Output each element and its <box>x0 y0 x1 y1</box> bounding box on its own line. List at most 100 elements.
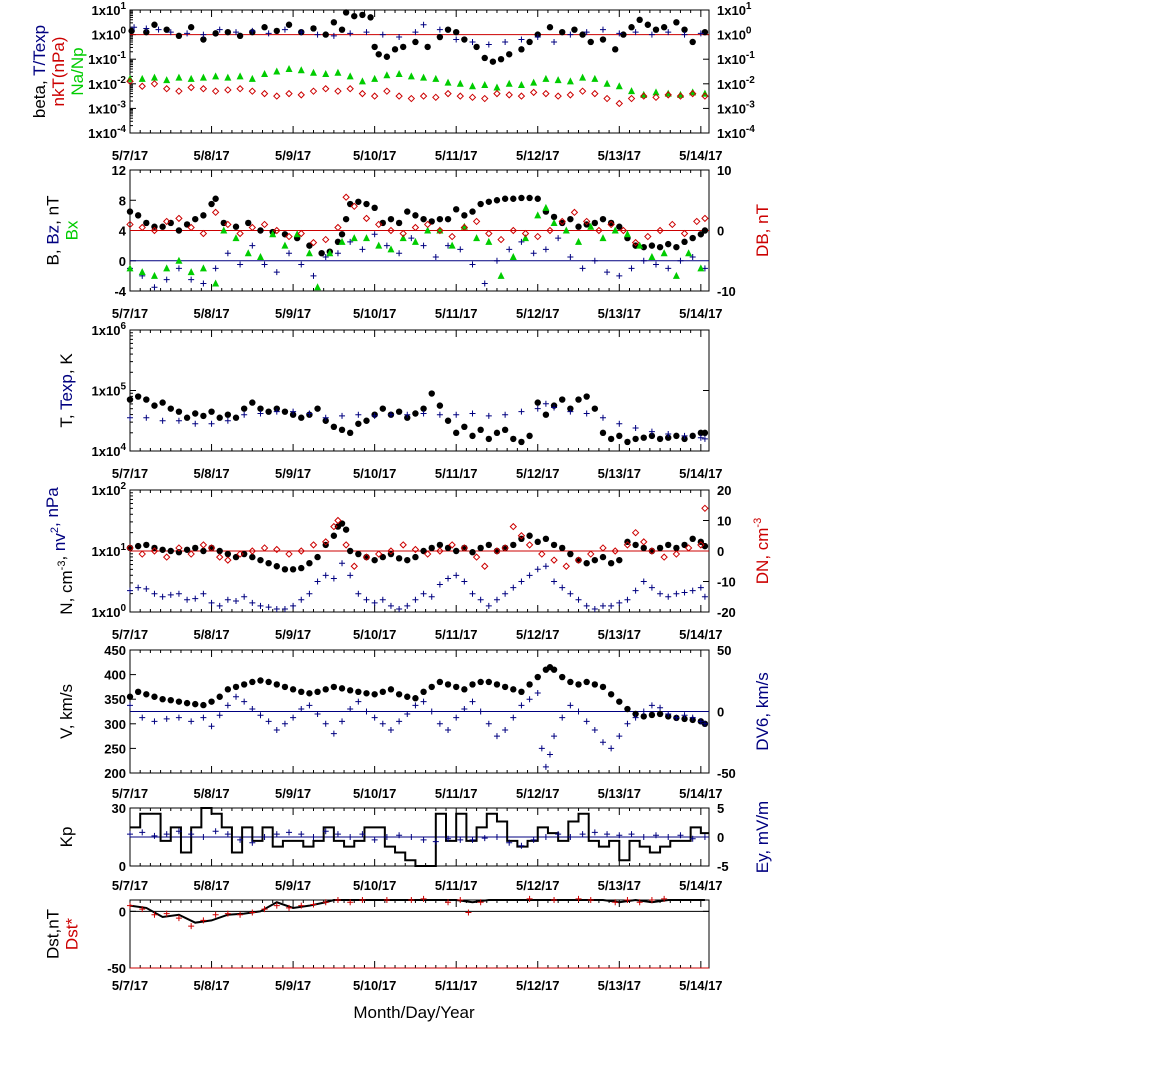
plot-frame <box>129 329 710 452</box>
x-tick-label: 5/7/17 <box>112 786 148 801</box>
data-point <box>575 681 582 688</box>
data-point <box>150 80 159 88</box>
data-point <box>408 834 415 840</box>
data-point <box>281 605 288 612</box>
data-point <box>395 219 403 227</box>
data-point <box>342 215 350 223</box>
data-point <box>199 85 208 93</box>
data-point <box>199 264 207 272</box>
data-point <box>665 431 672 438</box>
data-point <box>285 65 293 73</box>
data-point <box>286 250 293 257</box>
y-right-tick-label: -10 <box>717 575 736 590</box>
data-point <box>248 547 257 555</box>
data-point <box>167 547 174 555</box>
data-point <box>562 226 570 234</box>
data-point <box>453 36 460 43</box>
data-point <box>567 253 574 260</box>
y-left-tick-label: 1x101 <box>92 542 127 559</box>
data-point <box>448 232 456 241</box>
data-point <box>330 730 337 737</box>
data-point <box>611 547 619 555</box>
data-point <box>550 556 558 564</box>
data-point <box>608 602 615 609</box>
data-point <box>607 691 615 698</box>
data-point <box>501 544 509 552</box>
data-point <box>591 405 599 412</box>
data-point <box>387 726 394 733</box>
series-blue-plus <box>127 828 708 849</box>
data-point <box>701 265 708 272</box>
data-point <box>126 544 134 552</box>
data-point <box>428 218 435 225</box>
data-point <box>559 28 566 36</box>
data-point <box>143 691 150 698</box>
data-point <box>444 78 452 86</box>
data-point <box>200 590 207 597</box>
data-point <box>510 686 517 693</box>
data-point <box>444 544 452 552</box>
data-point <box>542 74 550 82</box>
data-point <box>371 204 378 212</box>
series-green-triangle <box>126 65 709 98</box>
x-tick-label: 5/8/17 <box>193 878 229 893</box>
data-point <box>224 73 232 81</box>
data-point <box>615 99 624 108</box>
data-point <box>559 673 566 681</box>
data-point <box>525 541 534 549</box>
data-point <box>151 590 158 597</box>
data-point <box>257 410 264 417</box>
data-point <box>599 602 606 609</box>
data-point <box>481 835 488 842</box>
data-point <box>159 399 166 406</box>
data-point <box>518 36 525 43</box>
data-point <box>583 560 590 567</box>
data-point <box>432 93 440 102</box>
data-point <box>640 834 647 840</box>
data-point <box>578 87 587 95</box>
data-point <box>648 547 656 555</box>
x-tick-label: 5/10/17 <box>353 306 396 321</box>
data-point <box>420 688 427 696</box>
y-left-tick-label: 1x104 <box>92 442 127 459</box>
x-tick-label: 5/9/17 <box>275 878 311 893</box>
data-point <box>624 897 631 903</box>
data-point <box>688 89 697 98</box>
data-point <box>623 541 632 549</box>
data-point <box>420 410 427 417</box>
data-point <box>200 31 207 38</box>
data-point <box>371 714 378 721</box>
data-point <box>615 82 623 90</box>
data-point <box>502 411 509 418</box>
data-point <box>668 220 677 229</box>
data-point <box>208 544 215 552</box>
y-left-tick-label: 1x10-1 <box>88 50 126 67</box>
data-point <box>338 26 346 33</box>
data-point <box>453 572 460 579</box>
data-point <box>375 220 383 229</box>
data-point <box>412 212 419 219</box>
data-point <box>412 596 419 603</box>
data-point <box>212 195 219 202</box>
data-point <box>436 678 444 686</box>
data-point <box>608 745 615 752</box>
data-point <box>436 547 444 555</box>
data-point <box>616 599 623 606</box>
data-point <box>298 261 305 268</box>
x-tick-label: 5/11/17 <box>435 627 478 642</box>
data-point <box>665 29 672 36</box>
series-black-dot <box>126 664 709 727</box>
y-axis-label-left-row: Kp <box>57 827 76 848</box>
data-point <box>338 231 346 238</box>
data-point <box>162 217 171 226</box>
data-point <box>363 690 370 697</box>
data-point <box>681 26 688 33</box>
data-point <box>579 831 586 838</box>
data-point <box>224 28 232 36</box>
data-point <box>583 410 590 417</box>
data-point <box>469 698 476 705</box>
data-point <box>461 544 468 552</box>
y-right-tick-label: -20 <box>717 605 736 620</box>
data-point <box>151 402 158 409</box>
data-point <box>453 714 460 721</box>
